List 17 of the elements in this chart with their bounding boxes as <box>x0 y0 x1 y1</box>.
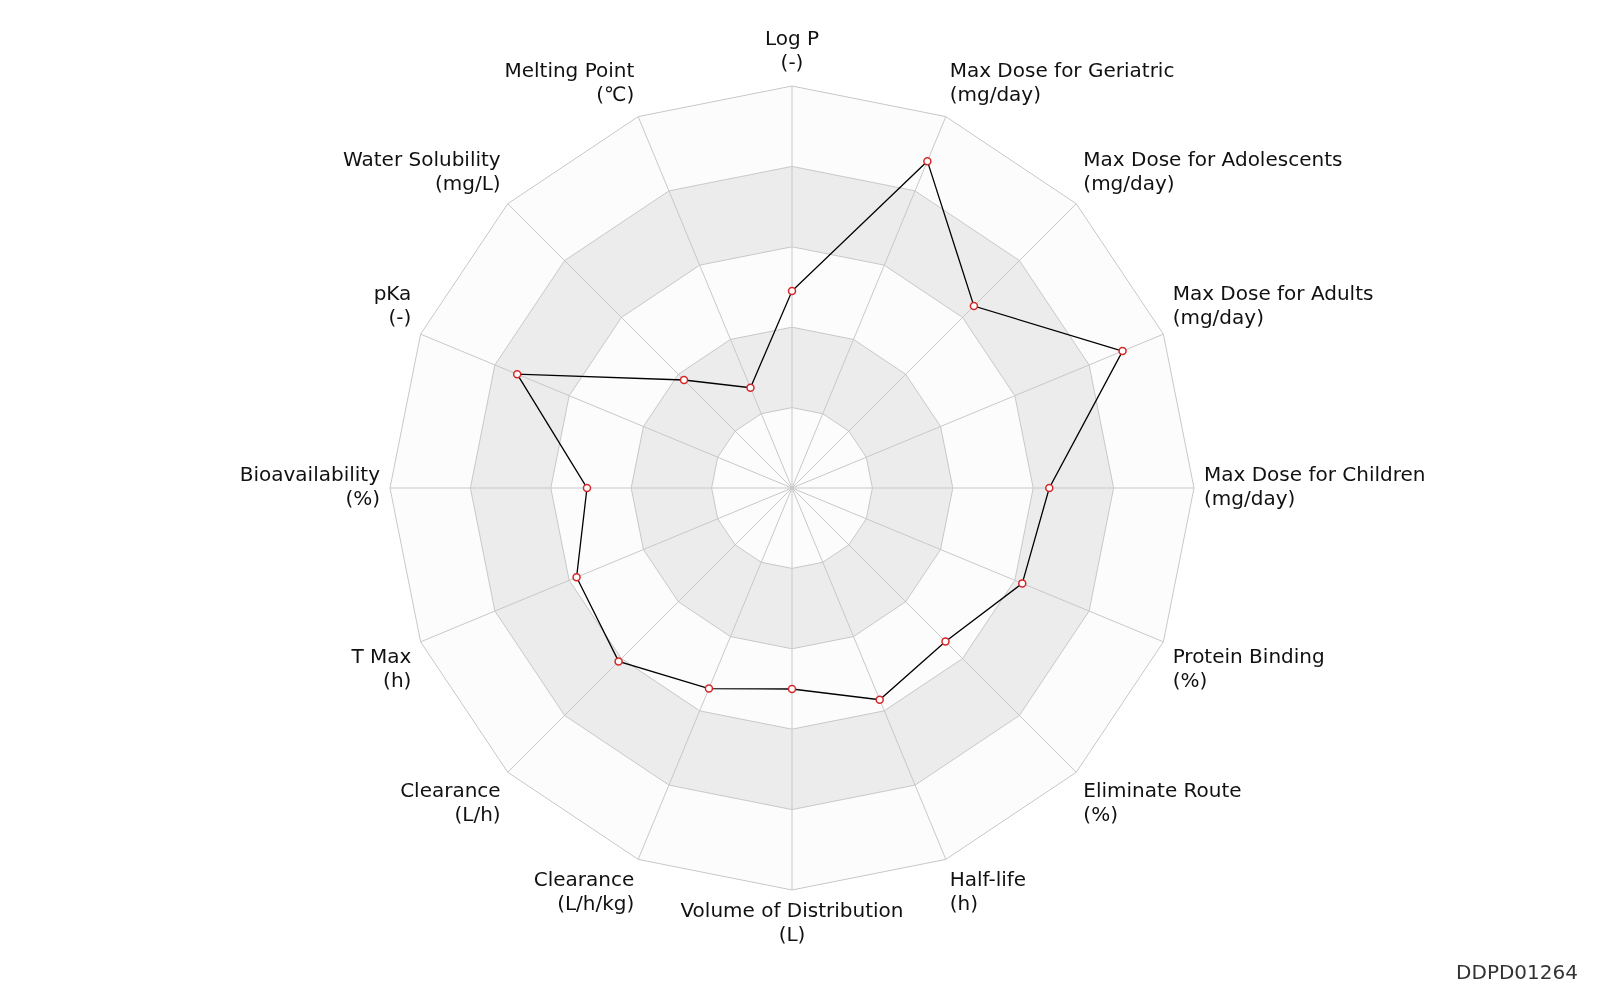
spoke-label: Clearance (L/h/kg) <box>533 866 635 915</box>
spoke-label: T Max (h) <box>350 643 412 692</box>
spoke-label: Bioavailability (%) <box>239 462 381 511</box>
spoke-label: Eliminate Route (%) <box>1083 777 1242 826</box>
spoke-label: Max Dose for Children (mg/day) <box>1204 462 1426 511</box>
spoke-label: Max Dose for Geriatric (mg/day) <box>949 57 1175 106</box>
spoke-label: Max Dose for Adolescents (mg/day) <box>1083 146 1343 195</box>
spoke-label: Max Dose for Adults (mg/day) <box>1172 280 1374 329</box>
spoke-label: Volume of Distribution (L) <box>680 898 904 947</box>
spoke-label: Clearance (L/h) <box>400 777 501 826</box>
spoke-label: Melting Point (℃) <box>504 57 635 106</box>
spoke-label: Half-life (h) <box>949 866 1027 915</box>
text: DDPD01264 <box>1456 960 1578 984</box>
spoke-label: Log P (-) <box>764 26 820 75</box>
spoke-label: Protein Binding (%) <box>1172 643 1325 692</box>
spoke-label: Water Solubility (mg/L) <box>342 146 501 195</box>
spoke-label: pKa (-) <box>373 280 412 329</box>
